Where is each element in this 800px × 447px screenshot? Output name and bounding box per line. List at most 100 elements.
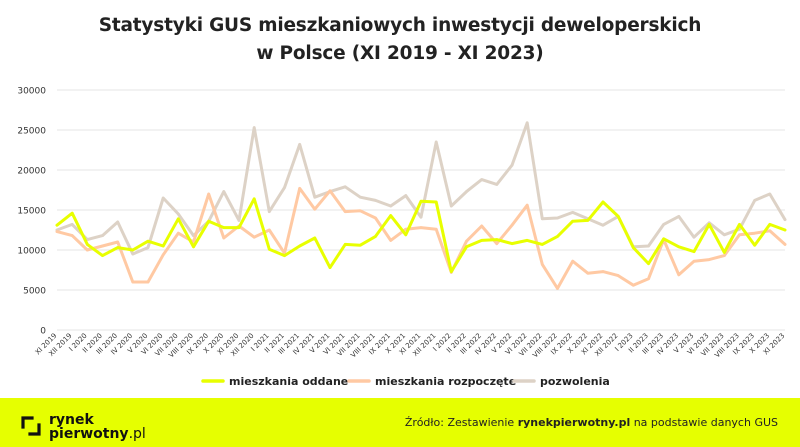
data-point [389, 239, 393, 242]
data-point [86, 243, 89, 246]
data-point [192, 245, 195, 249]
data-point [738, 223, 741, 226]
legend-label: mieszkania rozpoczęte [375, 375, 516, 388]
data-point [601, 200, 605, 204]
y-tick-label: 10000 [17, 247, 46, 257]
data-point [495, 238, 499, 241]
series-line-2 [55, 121, 787, 256]
data-point [434, 227, 438, 231]
data-point [434, 140, 438, 144]
data-point [298, 143, 302, 146]
data-point [450, 270, 453, 273]
data-point [131, 248, 135, 252]
data-point [86, 248, 89, 252]
data-point [647, 262, 650, 265]
y-tick-label: 30000 [17, 87, 46, 97]
legend-label: pozwolenia [540, 375, 610, 388]
data-point [753, 231, 756, 235]
data-point [328, 266, 332, 269]
data-point [768, 223, 772, 226]
data-point [359, 243, 362, 247]
data-point [222, 236, 226, 240]
data-point [510, 163, 514, 167]
data-point [252, 197, 256, 201]
data-point [328, 189, 332, 193]
data-point [616, 215, 620, 218]
data-point [556, 235, 559, 238]
data-point [343, 185, 347, 189]
data-point [510, 223, 514, 227]
data-point [177, 231, 180, 235]
data-point [55, 223, 59, 227]
logo-text: rynek pierwotny.pl [49, 413, 146, 441]
data-point [571, 211, 574, 214]
data-point [677, 215, 681, 218]
data-point [374, 199, 377, 202]
data-point [783, 228, 787, 232]
data-point [525, 203, 529, 207]
data-point [116, 246, 119, 249]
data-point [404, 233, 408, 237]
data-point [101, 254, 104, 257]
data-point [571, 259, 574, 263]
data-point [161, 196, 165, 200]
data-point [465, 245, 468, 249]
data-point [434, 200, 438, 204]
data-point [647, 277, 650, 281]
data-point [632, 246, 635, 249]
data-point [161, 244, 165, 248]
data-point [283, 254, 286, 257]
data-point [601, 270, 605, 273]
data-point [252, 235, 256, 239]
y-tick-label: 5000 [23, 287, 46, 297]
data-point [343, 210, 347, 213]
data-point [55, 230, 59, 233]
logo-mark-icon [21, 416, 41, 436]
data-point [541, 243, 544, 246]
data-point [738, 233, 741, 237]
data-point [692, 259, 696, 263]
data-point [146, 280, 150, 284]
data-point [374, 216, 377, 220]
data-point [70, 223, 74, 226]
data-point [359, 195, 362, 199]
data-point [586, 219, 590, 222]
data-point [647, 244, 650, 248]
data-point [541, 263, 544, 266]
data-point [601, 223, 605, 227]
data-point [723, 251, 726, 254]
data-point [313, 195, 317, 199]
y-tick-label: 25000 [17, 127, 46, 137]
data-point [70, 211, 74, 215]
data-point [161, 253, 165, 257]
data-point [723, 254, 726, 257]
data-point [495, 183, 499, 186]
data-point [222, 226, 226, 229]
data-point [419, 215, 423, 219]
y-tick-label: 20000 [17, 167, 46, 177]
data-point [222, 190, 226, 193]
data-point [116, 240, 119, 244]
data-point [480, 239, 484, 242]
data-point [131, 280, 135, 284]
line-chart: 0 5000 10000 15000 20000 25000 30000 XI 2019XI… [17, 87, 787, 388]
source-site-link[interactable]: rynekpierwotny.pl [517, 416, 631, 429]
data-point [131, 252, 135, 256]
data-point [465, 190, 468, 193]
data-point [753, 199, 756, 202]
data-point [419, 226, 423, 229]
data-point [101, 244, 104, 248]
data-point [146, 239, 150, 243]
data-point [389, 214, 393, 217]
data-point [616, 274, 620, 277]
data-point [692, 250, 696, 253]
data-point [662, 237, 665, 241]
data-point [237, 219, 241, 222]
data-point [283, 186, 286, 189]
data-point [207, 219, 210, 223]
data-point [207, 192, 210, 196]
data-point [707, 258, 711, 261]
data-point [480, 224, 484, 228]
legend: mieszkania oddane mieszkania rozpoczęte po… [201, 375, 610, 388]
